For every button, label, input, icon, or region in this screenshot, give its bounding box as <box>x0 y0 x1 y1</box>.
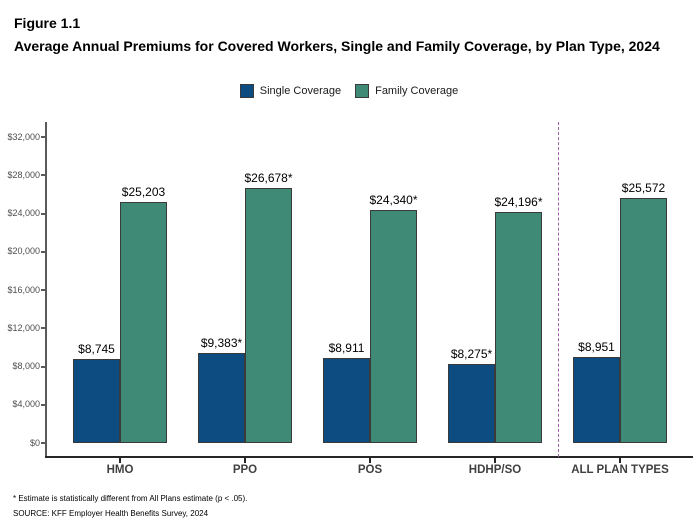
bar-value-label: $25,203 <box>121 184 166 199</box>
footnotes: * Estimate is statistically different fr… <box>13 491 247 521</box>
y-axis-tick-label: $16,000 <box>7 284 40 295</box>
bar-value-label: $8,911 <box>328 340 365 355</box>
legend-item-single-coverage: Single Coverage <box>239 84 342 98</box>
plan-types-separator-line <box>557 122 559 457</box>
bar-value-label: $8,275* <box>450 346 493 361</box>
legend-label-family-coverage: Family Coverage <box>375 85 459 97</box>
legend-item-family-coverage: Family Coverage <box>355 84 458 98</box>
y-axis-tick-label: $20,000 <box>7 246 40 257</box>
chart-title: Average Annual Premiums for Covered Work… <box>14 37 660 54</box>
bar-family-pos <box>370 210 417 443</box>
y-axis-tick-label: $4,000 <box>12 399 40 410</box>
y-axis-tick <box>41 250 46 253</box>
bar-value-label: $9,383* <box>200 336 243 351</box>
bar-value-label: $25,572 <box>621 181 666 196</box>
x-axis-tick <box>244 458 246 463</box>
bar-value-label: $24,340* <box>369 193 418 208</box>
bar-single-hdhp-so <box>448 363 495 443</box>
bar-family-ppo <box>245 187 292 443</box>
x-axis-tick <box>494 458 496 463</box>
x-axis-tick <box>119 458 121 463</box>
bar-family-hmo <box>120 201 167 443</box>
y-axis-tick <box>41 212 46 215</box>
y-axis-tick <box>41 136 46 138</box>
x-axis-category-label: POS <box>357 464 383 476</box>
legend-swatch-single-coverage <box>239 84 254 98</box>
y-axis-tick-label: $12,000 <box>7 322 40 333</box>
y-axis-tick-label: $0 <box>29 437 40 448</box>
bar-single-pos <box>323 357 370 443</box>
y-axis-tick-label: $32,000 <box>7 131 40 142</box>
bar-family-all-plan-types <box>620 198 667 443</box>
x-axis-category-label: HMO <box>106 464 134 476</box>
y-axis-tick <box>41 289 46 291</box>
legend: Single Coverage Family Coverage <box>0 84 698 98</box>
chart-header: Figure 1.1 Average Annual Premiums for C… <box>14 12 682 57</box>
y-axis-line <box>45 122 47 457</box>
bar-value-label: $26,678* <box>244 170 293 185</box>
x-axis-category-label: PPO <box>232 464 258 476</box>
y-axis-tick <box>41 174 46 177</box>
y-axis-tick-label: $28,000 <box>7 169 40 180</box>
figure-label: Figure 1.1 <box>14 15 81 31</box>
footnote-source: SOURCE: KFF Employer Health Benefits Sur… <box>13 509 209 518</box>
bar-value-label: $8,951 <box>578 340 615 355</box>
y-axis-tick-label: $24,000 <box>7 208 40 218</box>
legend-swatch-family-coverage <box>355 84 370 98</box>
y-axis-tick <box>41 442 46 444</box>
x-axis-category-label: HDHP/SO <box>468 464 522 476</box>
footnote-significance: * Estimate is statistically different fr… <box>13 494 248 503</box>
y-axis-tick-label: $8,000 <box>12 361 40 371</box>
bar-single-hmo <box>73 359 120 443</box>
x-axis-tick <box>369 458 371 463</box>
legend-label-single-coverage: Single Coverage <box>259 85 342 97</box>
x-axis-tick <box>619 458 621 463</box>
y-axis-tick <box>41 365 46 368</box>
bar-single-all-plan-types <box>573 357 620 443</box>
y-axis-tick <box>41 403 46 406</box>
y-axis-tick <box>41 327 46 330</box>
bar-value-label: $8,745 <box>78 342 115 357</box>
x-axis-line <box>45 456 693 458</box>
bar-single-ppo <box>198 353 245 443</box>
x-axis-category-label: ALL PLAN TYPES <box>571 464 669 476</box>
bar-value-label: $24,196* <box>494 194 543 209</box>
bar-family-hdhp-so <box>495 211 542 443</box>
